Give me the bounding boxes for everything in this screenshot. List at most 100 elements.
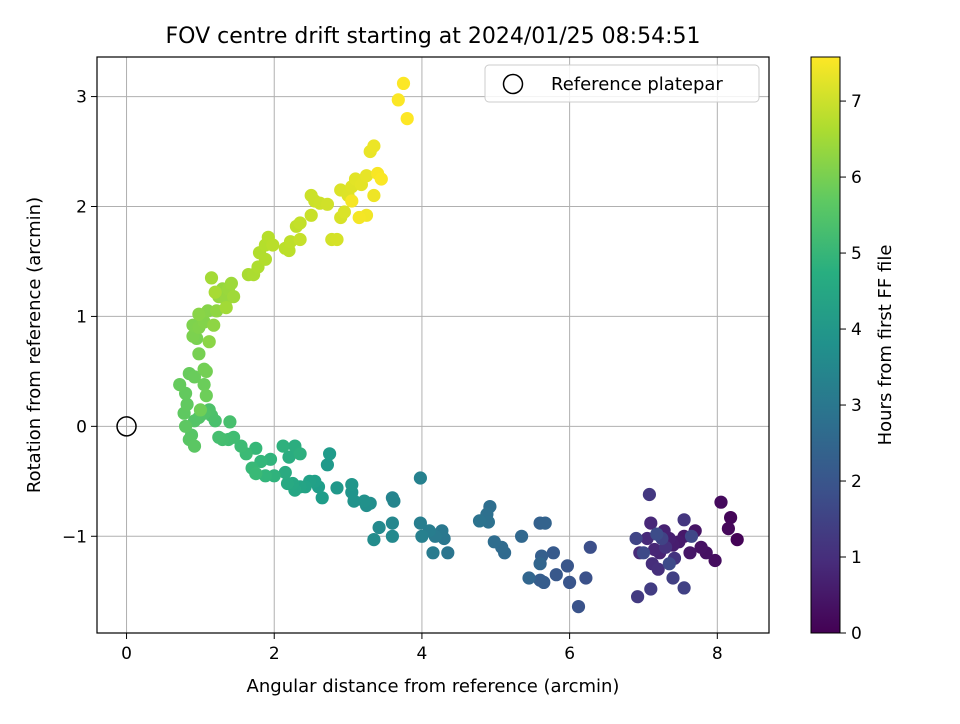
y-tick-label: 0 — [76, 417, 87, 437]
data-point — [212, 430, 226, 444]
data-points — [173, 76, 744, 614]
data-point — [683, 546, 697, 560]
data-point — [579, 571, 593, 585]
data-point — [207, 318, 221, 332]
data-point — [515, 529, 529, 543]
data-point — [533, 557, 547, 571]
y-axis-label: Rotation from reference (arcmin) — [24, 197, 45, 493]
data-point — [293, 216, 307, 230]
y-tick-label: 2 — [76, 197, 87, 217]
data-point — [391, 93, 405, 107]
data-point — [179, 419, 193, 433]
data-point — [472, 514, 487, 528]
data-point — [258, 252, 272, 266]
legend: Reference platepar — [484, 64, 760, 103]
data-point — [631, 590, 645, 604]
colorbar-tick-label: 1 — [851, 548, 862, 568]
data-point — [413, 516, 427, 530]
data-point — [642, 487, 657, 502]
x-tick-label: 0 — [121, 644, 132, 664]
data-point — [563, 575, 577, 590]
data-point — [199, 389, 213, 403]
colorbar-tick-label: 7 — [851, 92, 862, 112]
data-point — [571, 600, 586, 614]
data-point — [337, 205, 351, 219]
data-point — [644, 516, 658, 530]
data-point — [280, 476, 295, 491]
data-point — [173, 378, 187, 392]
data-point — [647, 542, 662, 557]
data-point — [374, 172, 388, 186]
data-point — [724, 510, 738, 525]
reference-point — [116, 416, 137, 437]
legend-label: Reference platepar — [551, 74, 723, 95]
data-point — [538, 516, 552, 530]
colorbar-tick-label: 3 — [851, 396, 862, 416]
data-point — [224, 276, 238, 290]
data-point — [320, 458, 334, 472]
data-point — [662, 557, 676, 571]
data-point — [367, 533, 381, 547]
data-point — [549, 568, 563, 582]
data-point — [193, 403, 207, 417]
data-point — [694, 540, 708, 554]
data-point — [359, 169, 374, 183]
colorbar-tick-label: 0 — [851, 624, 862, 644]
data-point — [227, 290, 241, 304]
data-point — [721, 522, 736, 536]
x-tick-label: 6 — [564, 644, 575, 664]
y-tick-label: 3 — [76, 88, 87, 108]
data-point — [644, 582, 658, 596]
y-axis-ticks: −1 0 1 2 3 — [62, 88, 97, 547]
data-point — [413, 471, 427, 485]
x-tick-label: 8 — [712, 644, 723, 664]
data-point — [522, 571, 536, 585]
data-point — [415, 529, 429, 543]
colorbar-label: Hours from first FF file — [875, 245, 896, 446]
data-point — [677, 513, 691, 527]
colorbar-tick-label: 5 — [851, 244, 862, 264]
colorbar-frame — [810, 56, 841, 634]
x-axis-label: Angular distance from reference (arcmin) — [247, 676, 620, 697]
data-point — [385, 529, 399, 543]
data-point — [276, 439, 290, 453]
data-point — [636, 546, 651, 560]
data-point — [278, 465, 292, 480]
data-point — [330, 481, 344, 495]
data-point — [197, 378, 211, 392]
data-point — [293, 447, 307, 461]
data-point — [560, 559, 575, 573]
colorbar-tick-label: 2 — [851, 472, 862, 492]
data-point — [219, 301, 233, 315]
data-point — [234, 439, 248, 453]
data-point — [396, 76, 411, 90]
data-point — [666, 571, 680, 585]
data-point — [345, 478, 359, 492]
data-point — [441, 546, 455, 560]
data-point — [204, 271, 219, 285]
y-tick-label: 1 — [76, 307, 87, 327]
data-point — [730, 533, 744, 547]
colorbar-tick-label: 6 — [851, 168, 862, 188]
data-point — [714, 495, 728, 509]
data-point — [352, 210, 366, 225]
data-point — [367, 188, 381, 203]
data-point — [192, 307, 206, 321]
data-point — [345, 194, 359, 208]
legend-box — [484, 64, 760, 103]
data-point — [202, 335, 216, 349]
chart-title: FOV centre drift starting at 2024/01/25 … — [166, 24, 701, 49]
data-point — [533, 573, 547, 587]
data-point — [400, 112, 414, 126]
x-tick-label: 2 — [269, 644, 280, 664]
data-point — [708, 553, 722, 568]
data-point — [546, 546, 561, 560]
reference-marker — [116, 416, 137, 437]
data-point — [187, 370, 202, 384]
data-point — [357, 494, 371, 508]
data-point — [320, 197, 334, 211]
colorbar-tick-label: 4 — [851, 320, 862, 340]
data-point — [187, 439, 202, 453]
